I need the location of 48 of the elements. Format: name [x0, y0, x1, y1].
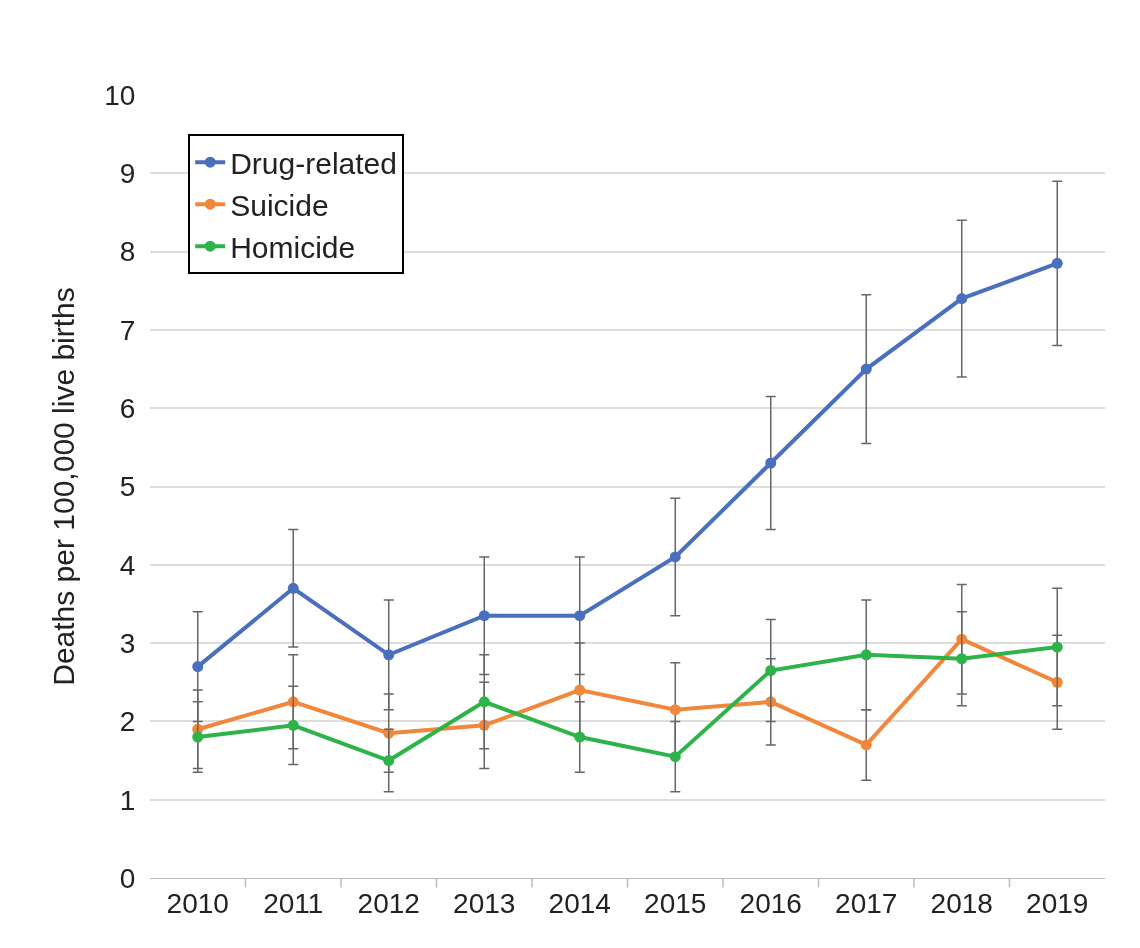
- point: [287, 719, 299, 731]
- y-tick-label: 3: [119, 627, 136, 659]
- x-tick-label: 2011: [263, 887, 324, 919]
- y-tick-label: 9: [119, 158, 136, 190]
- x-tick-label: 2010: [166, 887, 229, 919]
- y-tick-label: 8: [119, 236, 136, 268]
- point: [574, 610, 586, 622]
- point: [478, 696, 490, 708]
- x-tick-label: 2014: [548, 887, 611, 919]
- point: [383, 649, 395, 661]
- legend-label: Suicide: [230, 188, 329, 222]
- point: [287, 582, 299, 594]
- point: [383, 755, 395, 767]
- legend-label: Drug-related: [230, 146, 397, 180]
- point: [574, 684, 586, 696]
- y-tick-label: 4: [119, 549, 136, 581]
- point: [860, 363, 872, 375]
- x-tick-label: 2017: [835, 887, 898, 919]
- x-tick-label: 2012: [357, 887, 420, 919]
- point: [1051, 257, 1063, 269]
- x-tick-label: 2019: [1026, 887, 1089, 919]
- point: [574, 731, 586, 743]
- x-tick-label: 2013: [453, 887, 516, 919]
- y-tick-label: 2: [119, 706, 136, 738]
- point: [956, 293, 968, 305]
- x-tick-label: 2018: [930, 887, 993, 919]
- point: [956, 653, 968, 665]
- y-tick-label: 5: [119, 471, 136, 503]
- x-tick-label: 2015: [644, 887, 707, 919]
- point: [478, 610, 490, 622]
- y-tick-label: 0: [119, 862, 136, 894]
- point: [192, 731, 204, 743]
- y-tick-label: 1: [119, 784, 136, 816]
- point: [765, 457, 777, 469]
- point: [669, 551, 681, 563]
- point: [860, 649, 872, 661]
- point: [669, 704, 681, 716]
- legend-label: Homicide: [230, 230, 356, 264]
- y-tick-label: 6: [119, 393, 136, 424]
- y-tick-label: 10: [104, 79, 136, 111]
- point: [860, 739, 872, 751]
- y-tick-label: 7: [119, 314, 136, 346]
- y-axis-title: Deaths per 100,000 live births: [47, 287, 81, 686]
- point: [192, 661, 204, 673]
- x-tick-label: 2016: [739, 887, 802, 919]
- point: [1051, 641, 1063, 653]
- point: [669, 751, 681, 763]
- point: [765, 665, 777, 677]
